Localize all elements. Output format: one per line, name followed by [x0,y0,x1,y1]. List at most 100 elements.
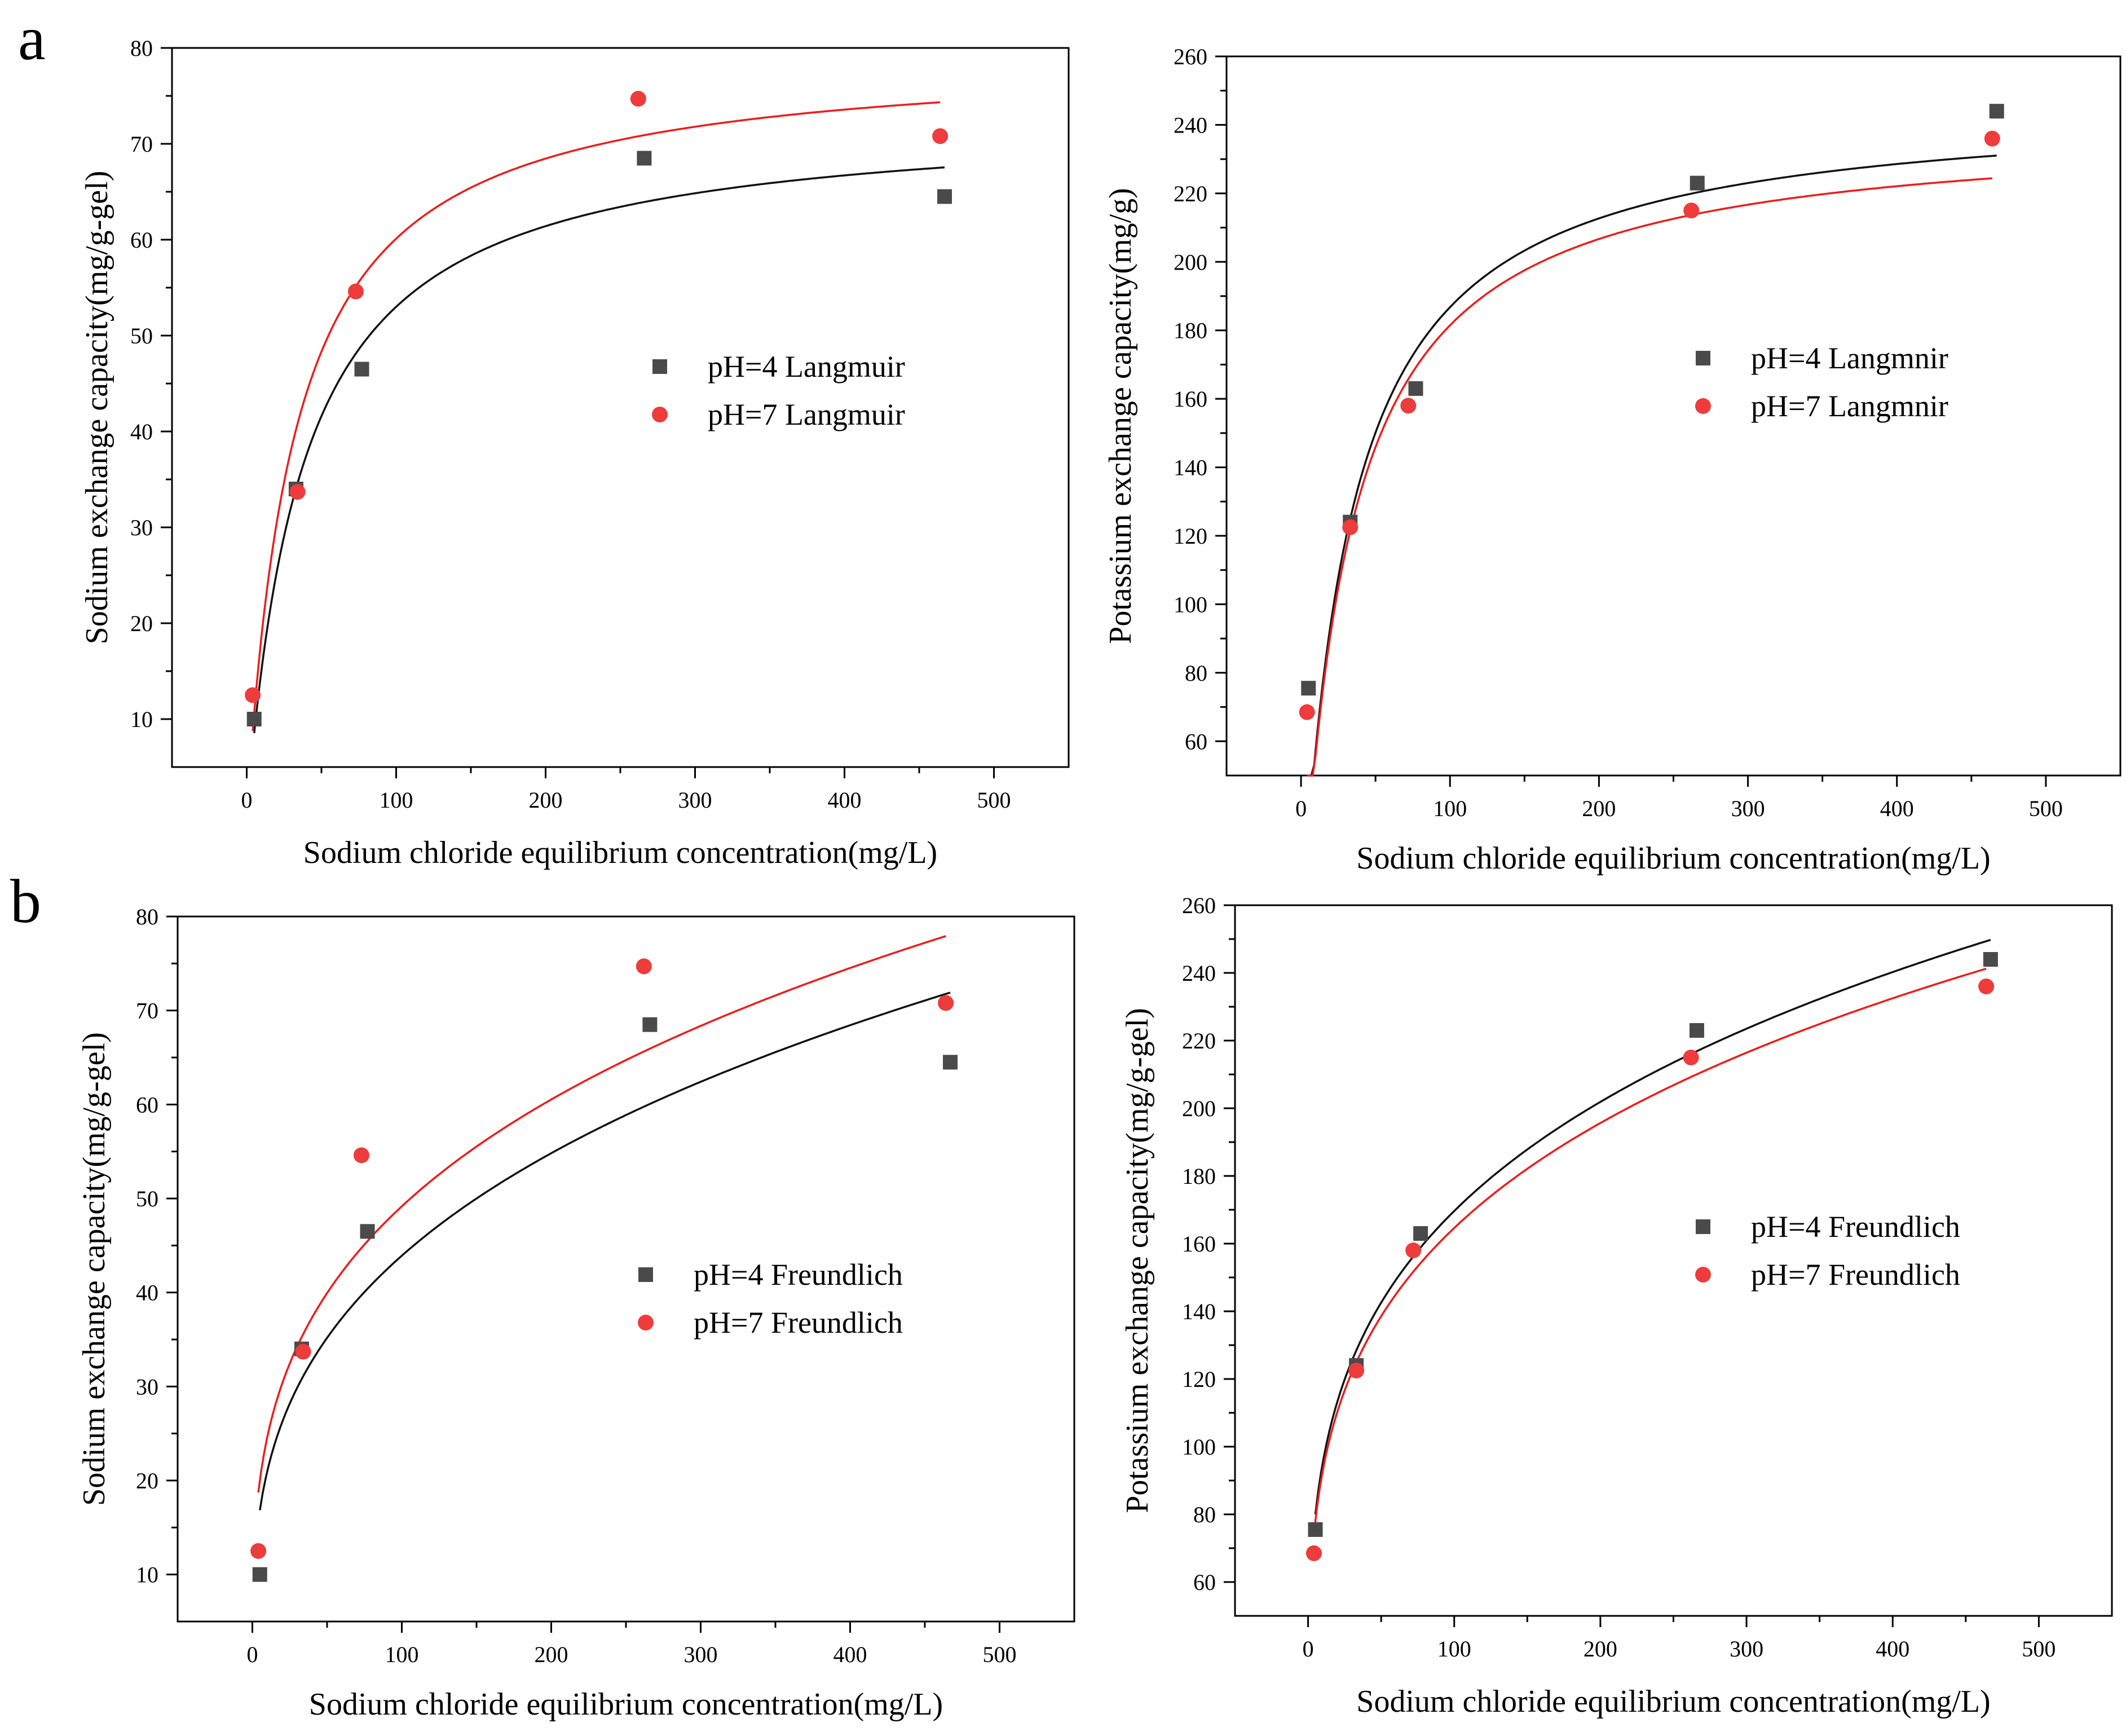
y-tick-label: 260 [1174,44,1207,69]
y-tick-label: 60 [130,227,153,253]
x-tick-label: 200 [535,1642,568,1667]
y-tick-label: 100 [1174,592,1207,617]
y-tick-label: 40 [130,419,153,444]
y-tick-label: 70 [130,131,153,157]
data-point-ph7 [1305,1545,1322,1561]
fit-curve-ph7 [257,935,946,1493]
legend-marker-ph4 [1696,1219,1710,1234]
data-point-ph7 [1978,979,1995,994]
y-tick-label: 140 [1182,1299,1216,1324]
y-tick-label: 180 [1174,318,1207,343]
data-point-ph7 [295,1343,311,1360]
legend-marker-ph4 [1696,351,1710,365]
panel-label-a: a [18,4,46,73]
data-point-ph7 [938,995,954,1011]
x-tick-label: 100 [385,1642,419,1667]
data-point-ph7 [1405,1242,1422,1258]
y-tick-label: 200 [1174,249,1207,275]
data-point-ph4 [1413,1226,1428,1241]
y-tick-label: 120 [1174,523,1207,549]
y-tick-label: 70 [136,998,158,1024]
data-point-ph7 [347,283,364,299]
x-tick-label: 200 [1584,1636,1617,1662]
legend-label: pH=7 Langmuir [708,398,905,431]
x-tick-label: 100 [1433,796,1467,821]
data-point-ph4 [246,712,262,726]
data-point-ph7 [289,484,306,500]
plot-frame [1225,55,2121,777]
y-tick-label: 60 [1193,1570,1216,1595]
x-tick-label: 200 [529,787,563,813]
y-tick-label: 30 [130,515,153,540]
fit-curve-ph7 [1307,177,1992,777]
data-point-ph4 [1308,1522,1323,1537]
y-tick-label: 60 [1185,729,1207,754]
legend-label: pH=7 Freundlich [694,1306,903,1340]
legend-label: pH=4 Langmuir [708,350,905,384]
x-tick-label: 500 [977,787,1011,813]
data-point-ph7 [250,1543,267,1559]
chart-a-potassium-langmuir: 0 100 200 300 400 500 60 80 100 120 140 160 180 200 22… [1103,44,2121,876]
data-point-ph4 [943,1055,958,1070]
data-point-ph4 [642,1017,658,1032]
fit-curve-ph4 [259,992,951,1510]
y-tick-label: 160 [1174,386,1207,412]
fit-curve-ph4 [253,166,945,733]
y-axis-label: Sodium exchange capacity(mg/g-gel) [80,171,114,645]
chart-b-potassium-freundlich: 0 100 200 300 400 500 60 80 100 120 140 160 180 200 22… [1120,893,2113,1719]
x-tick-label: 100 [380,787,413,813]
y-tick-label: 100 [1182,1434,1216,1460]
x-tick-label: 300 [1731,796,1765,821]
y-tick-label: 80 [130,36,153,61]
data-point-ph4 [252,1567,267,1582]
data-point-ph4 [1690,175,1705,191]
x-axis-label: Sodium chloride equilibrium concentratio… [303,835,937,870]
x-axis-label: Sodium chloride equilibrium concentratio… [309,1687,943,1722]
x-tick-label: 300 [684,1642,718,1667]
y-tick-label: 60 [136,1092,158,1117]
legend-marker-ph4 [652,359,667,374]
data-point-ph7 [353,1147,369,1164]
x-axis-label: Sodium chloride equilibrium concentratio… [1356,1684,1990,1719]
x-tick-label: 300 [1730,1636,1763,1662]
x-tick-label: 500 [983,1642,1017,1667]
data-point-ph7 [1348,1363,1365,1378]
x-tick-label: 200 [1582,796,1616,821]
panel-label-b: b [10,867,41,936]
y-tick-label: 50 [130,323,153,349]
x-tick-label: 0 [1303,1636,1314,1662]
y-tick-label: 120 [1182,1367,1216,1392]
y-tick-label: 220 [1174,181,1207,206]
y-tick-label: 20 [136,1468,158,1493]
data-point-ph4 [937,189,952,204]
data-point-ph7 [1342,519,1358,535]
y-tick-label: 140 [1174,455,1207,481]
x-tick-label: 0 [241,787,253,813]
y-tick-label: 80 [1185,660,1207,686]
x-axis-label: Sodium chloride equilibrium concentratio… [1356,841,1990,876]
y-tick-label: 220 [1182,1028,1216,1054]
y-tick-label: 80 [136,904,158,929]
legend-label: pH=4 Freundlich [1751,1210,1960,1244]
x-tick-label: 100 [1437,1636,1471,1662]
fit-curve-ph7 [1313,967,1987,1535]
legend-label: pH=4 Langmnir [1751,341,1948,375]
plot-frame [177,915,1075,1623]
data-point-ph7 [1400,398,1417,414]
data-point-ph4 [1408,381,1423,396]
legend-marker-ph7 [638,1315,654,1330]
legend-marker-ph7 [1695,1267,1711,1283]
data-point-ph4 [1989,104,2004,119]
x-tick-label: 500 [2029,796,2063,821]
legend-marker-ph7 [652,407,668,422]
x-tick-label: 400 [1880,796,1914,821]
data-point-ph4 [1301,681,1316,696]
y-axis-label: Sodium exchange capacity(mg/g-gel) [77,1032,112,1506]
x-tick-label: 500 [2022,1636,2056,1662]
y-tick-label: 10 [136,1562,158,1588]
y-tick-label: 200 [1182,1096,1216,1121]
legend-label: pH=7 Freundlich [1751,1258,1960,1292]
fit-curve-ph4 [1308,155,1997,777]
chart-b-sodium-freundlich: 0 100 200 300 400 500 10 20 30 40 50 60 70 80 Sodium c… [77,904,1075,1722]
